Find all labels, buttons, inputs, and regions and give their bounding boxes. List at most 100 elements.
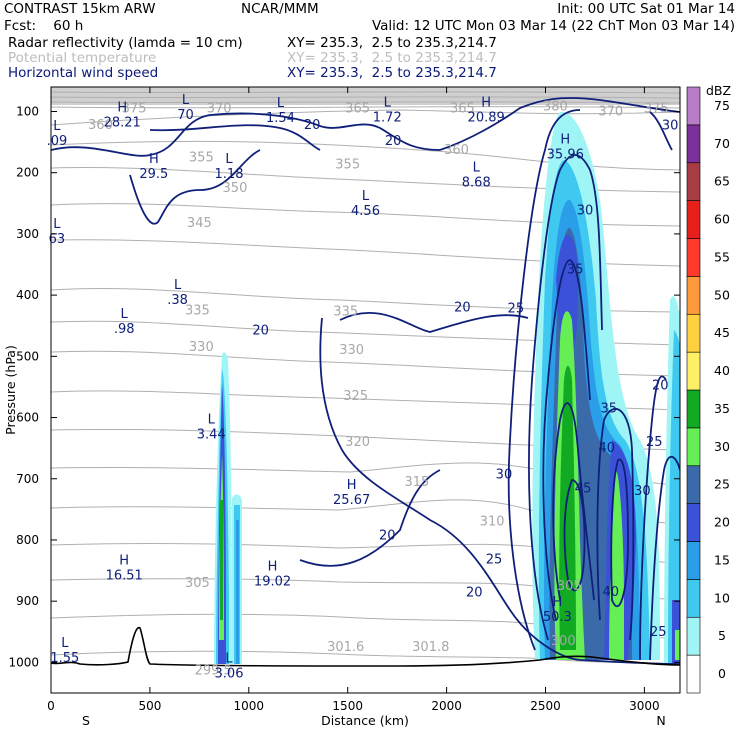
- extremum-marker: L: [362, 189, 370, 204]
- extremum-marker: H: [481, 96, 491, 111]
- extremum-value: 25.67: [333, 493, 370, 508]
- extremum-marker: H: [268, 560, 278, 575]
- theta-labels: 375 370 365 365 380 375 370 360 360 355 355 350 345 3…: [88, 100, 669, 679]
- y-tick-label: 1000: [8, 655, 39, 669]
- colorbar-swatch: [686, 465, 701, 504]
- colorbar: dBZ 0 5 10 15 20 25 30 35 40 45 50 55 60 65 70 75: [686, 83, 731, 694]
- wind-contour-label: 20: [379, 529, 396, 544]
- extremum-value: 16.51: [106, 568, 143, 583]
- colorbar-level-label: 25: [714, 477, 730, 492]
- theta-contour-label: 335: [333, 305, 358, 320]
- theta-contour-label: 301.8: [412, 640, 449, 655]
- extremum-value: 63: [49, 232, 66, 247]
- y-tick-label: 800: [16, 533, 39, 547]
- wind-contour-label: 30: [577, 204, 594, 219]
- wind-contour-label: 40: [602, 585, 619, 600]
- colorbar-level-label: 45: [714, 325, 730, 340]
- extremum-value: .09: [47, 134, 68, 149]
- colorbar-swatch: [686, 238, 701, 277]
- extremum-marker: L: [61, 636, 69, 651]
- extremum-value: .98: [114, 322, 135, 337]
- colorbar-swatch: [686, 503, 701, 542]
- init-time: Init: 00 UTC Sat 01 Mar 14: [557, 1, 735, 17]
- wind-contour-label: 30: [496, 467, 513, 482]
- wind-contour-label: 25: [508, 302, 525, 317]
- y-tick-label: 400: [16, 288, 39, 302]
- colorbar-level-label: 10: [714, 590, 730, 605]
- extremum-value: 29.5: [139, 167, 168, 182]
- x-tick-label: 1000: [234, 699, 265, 713]
- model-title: CONTRAST 15km ARW: [4, 1, 155, 17]
- x-tick-label: 1500: [332, 699, 363, 713]
- wind-contour-label: 20: [385, 134, 402, 149]
- extremum-value: 1.18: [215, 167, 244, 182]
- extremum-marker: H: [552, 595, 562, 610]
- x-tick-label: 500: [138, 699, 161, 713]
- extremum-marker: L: [182, 93, 190, 108]
- colorbar-swatch: [686, 276, 701, 315]
- colorbar-swatch: [686, 427, 701, 467]
- colorbar-swatch: [686, 389, 701, 429]
- forecast-hour: Fcst: 60 h: [4, 18, 83, 34]
- colorbar-level-label: 65: [714, 174, 730, 189]
- x-end-label-south: S: [82, 713, 90, 728]
- field-xy-theta: XY= 235.3, 2.5 to 235.3,214.7: [287, 50, 497, 66]
- theta-contour-label: 305: [185, 576, 210, 591]
- wind-contour-label: 20: [304, 118, 321, 133]
- theta-contour-label: 360: [444, 143, 469, 158]
- terrain-line: [51, 626, 680, 667]
- theta-contour-label: 355: [335, 158, 360, 173]
- extremum-marker: L: [225, 651, 233, 666]
- x-tick-label: 2000: [431, 699, 462, 713]
- extremum-marker: L: [121, 307, 129, 322]
- colorbar-swatch: [686, 313, 701, 353]
- colorbar-swatch: [686, 86, 701, 126]
- plot-area: [51, 87, 680, 693]
- wind-contour-label: 25: [646, 435, 663, 450]
- wind-contour-label: 25: [650, 625, 667, 640]
- x-tick-label: 2500: [530, 699, 561, 713]
- colorbar-level-label: 5: [718, 628, 726, 643]
- colorbar-swatch: [686, 351, 701, 391]
- theta-contour-label: 345: [187, 216, 212, 231]
- theta-contour-label: 335: [185, 303, 210, 318]
- field-name-reflectivity: Radar reflectivity (lamda = 10 cm): [8, 35, 243, 51]
- colorbar-level-label: 75: [714, 98, 730, 113]
- colorbar-swatch: [686, 579, 701, 618]
- extremum-value: .38: [167, 293, 188, 308]
- theta-contour-label: 325: [343, 389, 368, 404]
- theta-contour-label: 355: [189, 150, 214, 165]
- extremum-value: 1.55: [50, 651, 79, 666]
- x-axis-label: Distance (km): [321, 713, 409, 728]
- field-xy-reflectivity: XY= 235.3, 2.5 to 235.3,214.7: [287, 35, 497, 51]
- extremum-marker: L: [208, 413, 216, 428]
- theta-contour-label: 300: [551, 634, 576, 649]
- extremum-value: 35.96: [547, 147, 584, 162]
- y-axis-label: Pressure (hPa): [3, 345, 18, 435]
- extremum-value: 8.68: [462, 175, 491, 190]
- theta-contour-label: 350: [223, 181, 248, 196]
- y-tick-label: 600: [16, 411, 39, 425]
- colorbar-unit: dBZ: [706, 83, 731, 98]
- extremum-marker: H: [347, 478, 357, 493]
- extremum-marker: L: [174, 278, 182, 293]
- extremum-marker: L: [473, 160, 481, 175]
- extremum-marker: L: [53, 217, 61, 232]
- colorbar-swatch: [686, 541, 701, 580]
- theta-contour-label: 310: [480, 515, 505, 530]
- theta-contour-label: 305: [557, 579, 582, 594]
- colorbar-level-label: 35: [714, 401, 730, 416]
- extremum-value: 4.56: [351, 204, 380, 219]
- extremum-marker: L: [384, 96, 392, 111]
- x-tick-label: 3000: [629, 699, 660, 713]
- colorbar-level-label: 40: [714, 363, 730, 378]
- wind-contours: [51, 97, 680, 665]
- theta-contour-label: 299.5: [195, 663, 232, 678]
- theta-contour-label: 380: [543, 100, 568, 115]
- x-end-label-north: N: [656, 713, 665, 728]
- wind-contour-label: 20: [454, 300, 471, 315]
- colorbar-swatch: [686, 162, 701, 201]
- extremum-value: 20.89: [468, 111, 505, 126]
- wind-contour-label: 40: [599, 441, 616, 456]
